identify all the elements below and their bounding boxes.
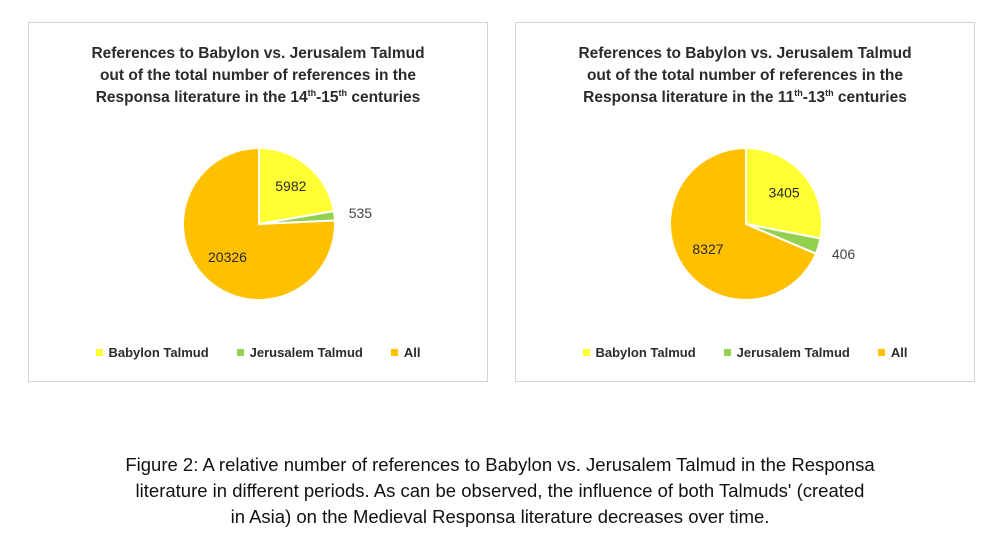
pie-slice-babylon: [745, 146, 823, 240]
chart-title: References to Babylon vs. Jerusalem Talm…: [526, 43, 964, 109]
caption-line-1: Figure 2: A relative number of reference…: [125, 454, 875, 475]
chart-title-line-2: out of the total number of references in…: [99, 67, 417, 84]
legend-swatch: [95, 349, 103, 356]
title-superscript: th: [794, 87, 803, 98]
title-text: centuries: [833, 89, 907, 106]
chart-title: References to Babylon vs. Jerusalem Talm…: [39, 43, 477, 109]
chart-title-line-3: Responsa literature in the 14th-15th cen…: [39, 87, 477, 109]
legend-label: All: [890, 345, 908, 360]
data-label-babylon: 3405: [769, 185, 800, 201]
legend-swatch: [723, 349, 731, 356]
chart-panel-11-13: References to Babylon vs. Jerusalem Talm…: [515, 22, 975, 382]
legend-swatch: [582, 349, 590, 356]
legend-swatch: [877, 349, 885, 356]
legend-label: Babylon Talmud: [108, 345, 209, 360]
legend-item-babylon: Babylon Talmud: [582, 345, 696, 360]
data-label-all: 20326: [208, 249, 247, 265]
legend-item-all: All: [390, 345, 421, 360]
chart-title-line-1: References to Babylon vs. Jerusalem Talm…: [578, 45, 912, 62]
title-text: centuries: [347, 89, 421, 106]
caption-line-3: in Asia) on the Medieval Responsa litera…: [230, 506, 770, 527]
chart-panel-14-15: References to Babylon vs. Jerusalem Talm…: [28, 22, 488, 382]
data-label-all: 8327: [692, 241, 723, 257]
pie-chart-14-15: 5982 535 20326: [182, 146, 373, 301]
caption-line-2: literature in different periods. As can …: [135, 480, 865, 501]
data-label-jerusalem: 535: [349, 205, 373, 221]
title-text: -15: [316, 89, 339, 106]
legend-label: All: [403, 345, 421, 360]
data-label-babylon: 5982: [275, 178, 306, 194]
legend: Babylon Talmud Jerusalem Talmud All: [516, 345, 974, 360]
pie-slice-babylon: [258, 146, 336, 226]
title-superscript: th: [307, 87, 317, 98]
legend-item-jerusalem: Jerusalem Talmud: [723, 345, 850, 360]
legend-swatch: [390, 349, 398, 356]
legend-label: Babylon Talmud: [595, 345, 696, 360]
figure-caption: Figure 2: A relative number of reference…: [40, 452, 960, 530]
title-text: -13: [802, 89, 826, 106]
pie-chart-11-13: 3405 406 8327: [669, 146, 856, 301]
title-text: Responsa literature in the 14: [95, 89, 308, 106]
data-label-jerusalem: 406: [832, 246, 856, 262]
legend-swatch: [236, 349, 244, 356]
legend-item-all: All: [877, 345, 908, 360]
title-text: Responsa literature in the 11: [583, 89, 795, 106]
pie-slice-all: [182, 146, 336, 301]
chart-title-line-2: out of the total number of references in…: [586, 67, 904, 84]
chart-title-line-3: Responsa literature in the 11th-13th cen…: [526, 87, 964, 109]
legend-label: Jerusalem Talmud: [249, 345, 363, 360]
pie-slice-all: [669, 146, 818, 301]
legend-item-jerusalem: Jerusalem Talmud: [236, 345, 363, 360]
title-superscript: th: [825, 87, 834, 98]
legend: Babylon Talmud Jerusalem Talmud All: [29, 345, 487, 360]
legend-label: Jerusalem Talmud: [736, 345, 850, 360]
chart-title-line-1: References to Babylon vs. Jerusalem Talm…: [91, 45, 425, 62]
legend-item-babylon: Babylon Talmud: [95, 345, 209, 360]
title-superscript: th: [338, 87, 348, 98]
